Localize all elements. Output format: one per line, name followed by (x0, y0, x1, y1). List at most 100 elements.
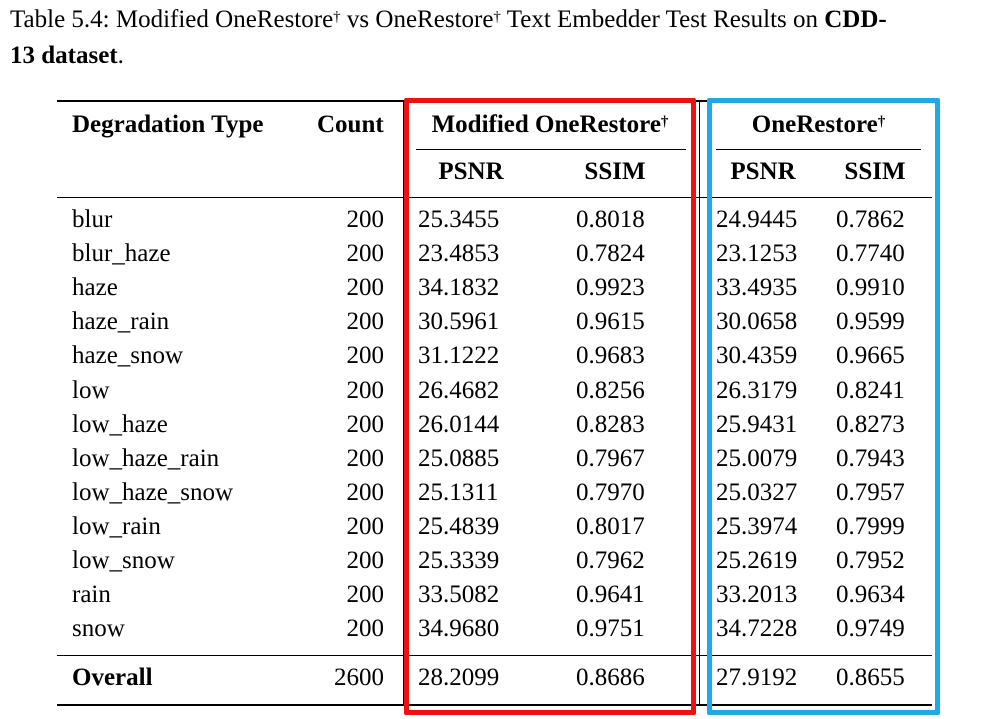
cell-mod-psnr: 34.9680 (418, 615, 500, 643)
cell-mod-psnr: 25.0885 (418, 444, 500, 472)
table-caption: Table 5.4: Modified OneRestore † vs OneRe… (10, 2, 982, 74)
cell-orig-psnr: 25.0327 (716, 478, 798, 506)
bottom-rule (57, 704, 932, 706)
cell-orig-psnr: 25.0079 (716, 444, 798, 472)
column-divider-1 (403, 100, 404, 706)
overall-label: Overall (72, 664, 153, 691)
overall-orig-ssim: 0.8655 (836, 664, 905, 691)
cell-type: low_snow (72, 547, 175, 574)
cell-orig-psnr: 25.3974 (716, 512, 798, 540)
cell-count: 200 (346, 478, 385, 506)
cell-type: haze_rain (72, 308, 170, 336)
cell-mod-ssim: 0.7962 (576, 547, 645, 574)
cell-type: haze (72, 274, 118, 302)
cell-count: 200 (346, 512, 385, 540)
caption-suffix: Text Embedder Test Results on (500, 6, 825, 33)
highlight-box-original (707, 98, 940, 715)
cell-mod-ssim: 0.8256 (576, 376, 645, 404)
overall-mod-psnr: 28.2099 (418, 664, 500, 691)
cell-mod-psnr: 26.4682 (418, 376, 500, 404)
cell-mod-psnr: 33.5082 (418, 581, 500, 609)
cell-orig-ssim: 0.9665 (836, 342, 905, 370)
cell-type: low_haze (72, 410, 168, 438)
caption-mid: vs OneRestore (340, 6, 494, 33)
header-orig-psnr: PSNR (730, 158, 796, 185)
cell-type: blur (72, 206, 113, 233)
cell-mod-ssim: 0.7967 (576, 444, 645, 472)
header-count: Count (317, 111, 384, 138)
highlight-box-modified (404, 98, 696, 715)
cell-orig-psnr: 33.2013 (716, 581, 798, 609)
cell-orig-ssim: 0.8273 (836, 410, 905, 438)
cell-type: low_rain (72, 512, 161, 540)
caption-prefix: Table 5.4: Modified OneRestore (10, 6, 334, 33)
cell-orig-ssim: 0.7862 (836, 206, 905, 233)
cell-mod-ssim: 0.8017 (576, 512, 645, 540)
column-divider-2 (699, 100, 700, 706)
cell-mod-ssim: 0.9615 (576, 308, 645, 336)
header-modified-onerestore: Modified OneRestore† (431, 111, 669, 138)
cell-count: 200 (346, 342, 385, 370)
cell-orig-ssim: 0.7952 (836, 547, 905, 574)
cell-type: rain (72, 581, 111, 609)
cell-mod-ssim: 0.7824 (576, 240, 645, 268)
cell-count: 200 (346, 581, 385, 609)
cell-orig-psnr: 24.9445 (716, 206, 798, 233)
cell-orig-psnr: 23.1253 (716, 240, 798, 268)
overall-rule (57, 655, 932, 656)
cell-orig-ssim: 0.9910 (836, 274, 905, 302)
cell-count: 200 (346, 240, 385, 268)
cell-type: low_haze_rain (72, 444, 220, 472)
cell-mod-ssim: 0.9683 (576, 342, 645, 370)
cell-mod-ssim: 0.9923 (576, 274, 645, 302)
cell-mod-psnr: 25.3455 (418, 206, 500, 233)
caption-end: . (117, 42, 124, 69)
cell-mod-ssim: 0.9641 (576, 581, 645, 609)
cell-orig-psnr: 25.2619 (716, 547, 798, 574)
cell-type: low_haze_snow (72, 478, 234, 506)
cell-count: 200 (346, 615, 385, 643)
cell-count: 200 (346, 444, 385, 472)
cell-orig-ssim: 0.9599 (836, 308, 905, 336)
caption-bold-a: CDD- (824, 6, 887, 33)
cell-orig-psnr: 30.4359 (716, 342, 798, 370)
cell-mod-psnr: 30.5961 (418, 308, 500, 336)
group-rule-original (716, 149, 921, 150)
cell-mod-ssim: 0.8018 (576, 206, 645, 233)
cell-mod-psnr: 31.1222 (418, 342, 500, 370)
caption-dagger-2: † (493, 9, 501, 25)
cell-orig-ssim: 0.7943 (836, 444, 905, 472)
header-orig-ssim: SSIM (844, 158, 906, 185)
overall-mod-ssim: 0.8686 (576, 664, 645, 691)
cell-mod-ssim: 0.8283 (576, 410, 645, 438)
header-onerestore: OneRestore† (751, 111, 886, 138)
cell-count: 200 (346, 206, 385, 233)
caption-bold-b: 13 dataset (10, 42, 118, 69)
cell-type: haze_snow (72, 342, 184, 370)
header-rule (57, 197, 932, 198)
cell-count: 200 (346, 274, 385, 302)
cell-mod-ssim: 0.7970 (576, 478, 645, 506)
cell-count: 200 (346, 547, 385, 574)
cell-count: 200 (346, 308, 385, 336)
group-rule-modified (416, 149, 686, 150)
cell-orig-ssim: 0.8241 (836, 376, 905, 404)
cell-orig-psnr: 25.9431 (716, 410, 798, 438)
cell-mod-psnr: 26.0144 (418, 410, 500, 438)
cell-orig-ssim: 0.9634 (836, 581, 905, 609)
cell-count: 200 (346, 410, 385, 438)
cell-orig-psnr: 34.7228 (716, 615, 798, 643)
cell-count: 200 (346, 376, 385, 404)
cell-type: snow (72, 615, 125, 643)
header-mod-ssim: SSIM (584, 158, 646, 185)
cell-orig-ssim: 0.9749 (836, 615, 905, 643)
cell-orig-ssim: 0.7999 (836, 512, 905, 540)
cell-mod-psnr: 25.4839 (418, 512, 500, 540)
cell-mod-psnr: 34.1832 (418, 274, 500, 302)
header-mod-psnr: PSNR (438, 158, 504, 185)
cell-mod-psnr: 23.4853 (418, 240, 500, 268)
cell-orig-psnr: 26.3179 (716, 376, 798, 404)
cell-type: blur_haze (72, 240, 171, 268)
cell-type: low (72, 376, 110, 404)
cell-mod-psnr: 25.1311 (418, 478, 499, 506)
